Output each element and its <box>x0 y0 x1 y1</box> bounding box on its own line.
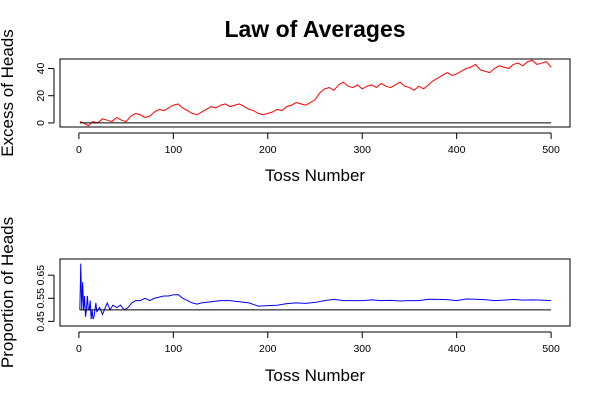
proportion-x-tick-label: 100 <box>165 343 183 355</box>
proportion-x-tick-label: 0 <box>76 343 82 355</box>
excess-plot-frame <box>59 58 571 128</box>
excess-x-tick-label: 400 <box>448 144 466 156</box>
proportion-y-tick-label: 0.65 <box>35 265 47 286</box>
proportion-x-tick-label: 300 <box>353 343 371 355</box>
proportion-series-line-0 <box>79 263 552 320</box>
excess-series-line-0 <box>79 59 552 127</box>
chart-title: Law of Averages <box>224 16 405 42</box>
proportion-x-tick-label: 200 <box>259 343 277 355</box>
excess-y-tick-label: 0 <box>35 120 47 126</box>
excess-x-tick-label: 500 <box>542 144 560 156</box>
excess-y-tick-label: 20 <box>35 90 47 102</box>
excess-x-tick-label: 100 <box>165 144 183 156</box>
proportion-y-axis-label: Proportion of Heads <box>0 217 17 368</box>
excess-x-tick-label: 300 <box>353 144 371 156</box>
excess-x-axis-label: Toss Number <box>265 166 365 185</box>
proportion-y-tick-label: 0.45 <box>35 311 47 332</box>
excess-y-axis-label: Excess of Heads <box>0 29 17 157</box>
proportion-x-axis-label: Toss Number <box>265 366 365 385</box>
excess-of-heads-panel: 0 100 200 300 400 500 0 20 40 Toss Number Excess o… <box>0 29 571 185</box>
excess-x-tick-label: 200 <box>259 144 277 156</box>
excess-y-tick-label: 40 <box>35 63 47 75</box>
excess-x-tick-label: 0 <box>76 144 82 156</box>
proportion-x-tick-label: 500 <box>542 343 560 355</box>
proportion-plot-frame <box>59 258 571 327</box>
proportion-of-heads-panel: 0 100 200 300 400 500 0.45 0.55 0.65 Toss Number P… <box>0 217 571 385</box>
proportion-x-tick-label: 400 <box>448 343 466 355</box>
proportion-y-tick-label: 0.55 <box>35 288 47 309</box>
